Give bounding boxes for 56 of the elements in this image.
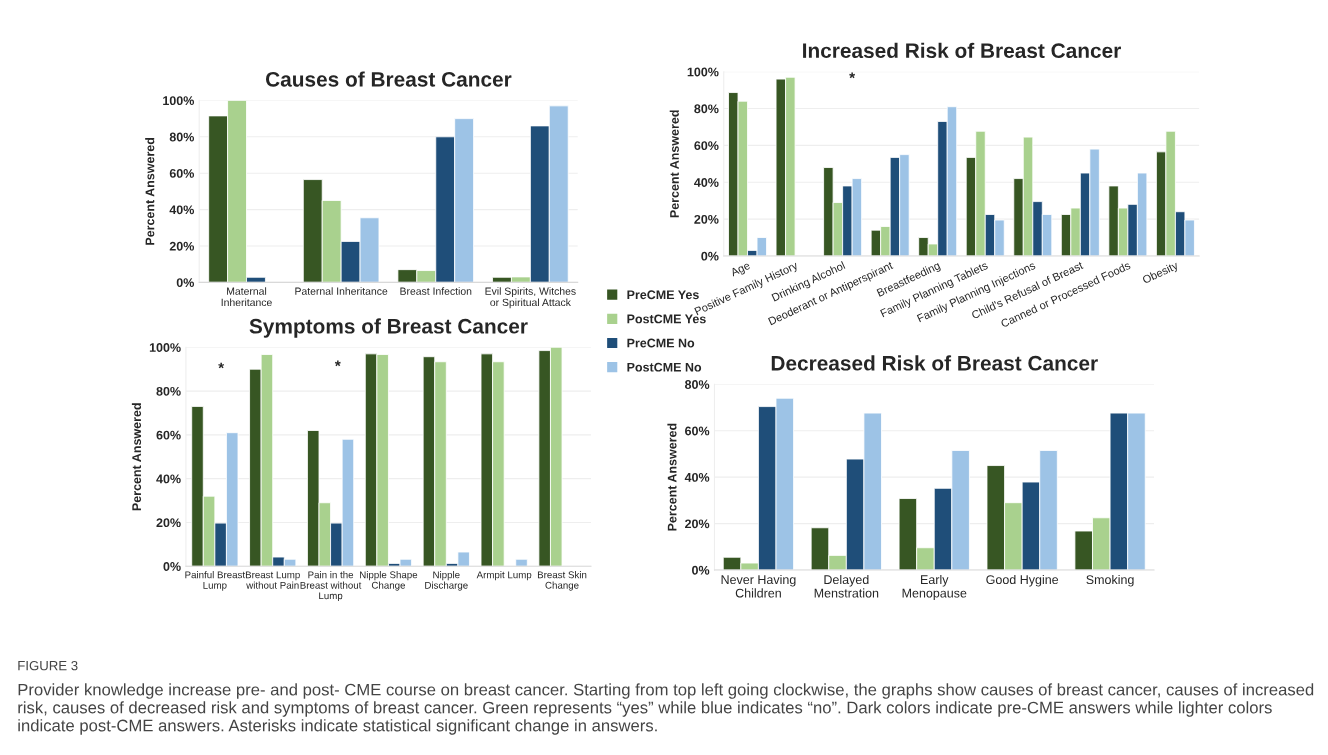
x-tick-label: Never Having Children (721, 574, 796, 598)
x-tick-label: Paternal Inheritance (295, 287, 388, 295)
y-tick-label: 80% (156, 386, 181, 396)
x-tick-label: Smoking (1086, 574, 1134, 587)
y-tick-label: 100% (687, 67, 719, 77)
x-tick-label: Early Menopause (902, 574, 967, 600)
y-axis-title: Percent Answered (669, 110, 679, 218)
chart-title: Decreased Risk of Breast Cancer (771, 355, 1098, 371)
y-tick-label: 40% (694, 178, 719, 187)
x-tick-label: Evil Spirits, Witches or Spiritual Attack (485, 287, 576, 309)
y-tick-label: 0% (176, 278, 195, 288)
annotation: * (218, 362, 225, 369)
chart-title: Increased Risk of Breast Cancer (803, 42, 1121, 59)
y-tick-label: 60% (169, 169, 195, 178)
y-tick-label: 40% (169, 205, 195, 215)
x-tick-label: Delayed Menstration (814, 574, 879, 598)
x-tick-label: Age (729, 261, 752, 279)
y-tick-label: 0% (163, 562, 181, 571)
y-tick-label: 80% (169, 132, 195, 142)
caption: FIGURE 3 (18, 660, 78, 671)
y-tick-label: 100% (163, 96, 195, 106)
x-tick-label: Breast Skin Change (537, 571, 587, 591)
x-tick-label: Nipple Shape Change (360, 571, 418, 591)
chart-title: Symptoms of Breast Cancer (249, 318, 528, 338)
y-tick-label: 80% (694, 104, 719, 114)
text: Provider knowledge increase pre- and post- CME course on breast cancer. Starting from top left going clockwise, the graphs show causes of breast cancer, causes of increased risk, causes of decreased risk and symptoms of breast cancer. Green represents “yes” while blue indicates “no”. Dark colors indicate pre-CME answers while lighter colors indicate post-CME answers. Asterisks indicate statistical significant change in answers. (18, 683, 1314, 735)
legend-label: PostCME Yes (627, 314, 706, 324)
y-tick-label: 100% (149, 343, 181, 352)
x-tick-label: Maternal Inheritance (221, 287, 272, 307)
bar (515, 558, 528, 567)
legend-label: PostCME No (627, 362, 702, 372)
y-tick-label: 20% (694, 214, 719, 224)
annotation: * (334, 360, 341, 367)
legend-label: PreCME No (627, 338, 695, 348)
y-axis-title: Percent Answered (667, 423, 677, 531)
y-axis-title: Percent Answered (145, 137, 155, 245)
chart-title: Causes of Breast Cancer (265, 71, 512, 87)
y-tick-label: 60% (694, 141, 719, 151)
y-tick-label: 0% (701, 251, 719, 261)
y-tick-label: 40% (156, 474, 181, 484)
x-tick-label: Breast Lump without Pain (245, 571, 300, 589)
x-tick-label: Breast Infection (400, 287, 472, 295)
y-tick-label: 20% (169, 241, 195, 251)
y-tick-label: 80% (684, 380, 710, 389)
y-tick-label: 0% (692, 565, 710, 575)
x-tick-label: Armpit Lump (476, 571, 532, 581)
y-tick-label: 60% (685, 426, 710, 436)
x-tick-label: Painful Breast Lump (185, 571, 246, 591)
y-tick-label: 20% (156, 518, 181, 528)
y-axis-title: Percent Answered (131, 403, 142, 511)
y-tick-label: 20% (685, 519, 710, 529)
x-tick-label: Good Hygine (986, 574, 1059, 587)
y-tick-label: 60% (156, 430, 181, 440)
annotation: * (849, 72, 856, 79)
x-tick-label: Nipple Discharge (425, 571, 468, 591)
y-tick-label: 40% (684, 472, 710, 482)
